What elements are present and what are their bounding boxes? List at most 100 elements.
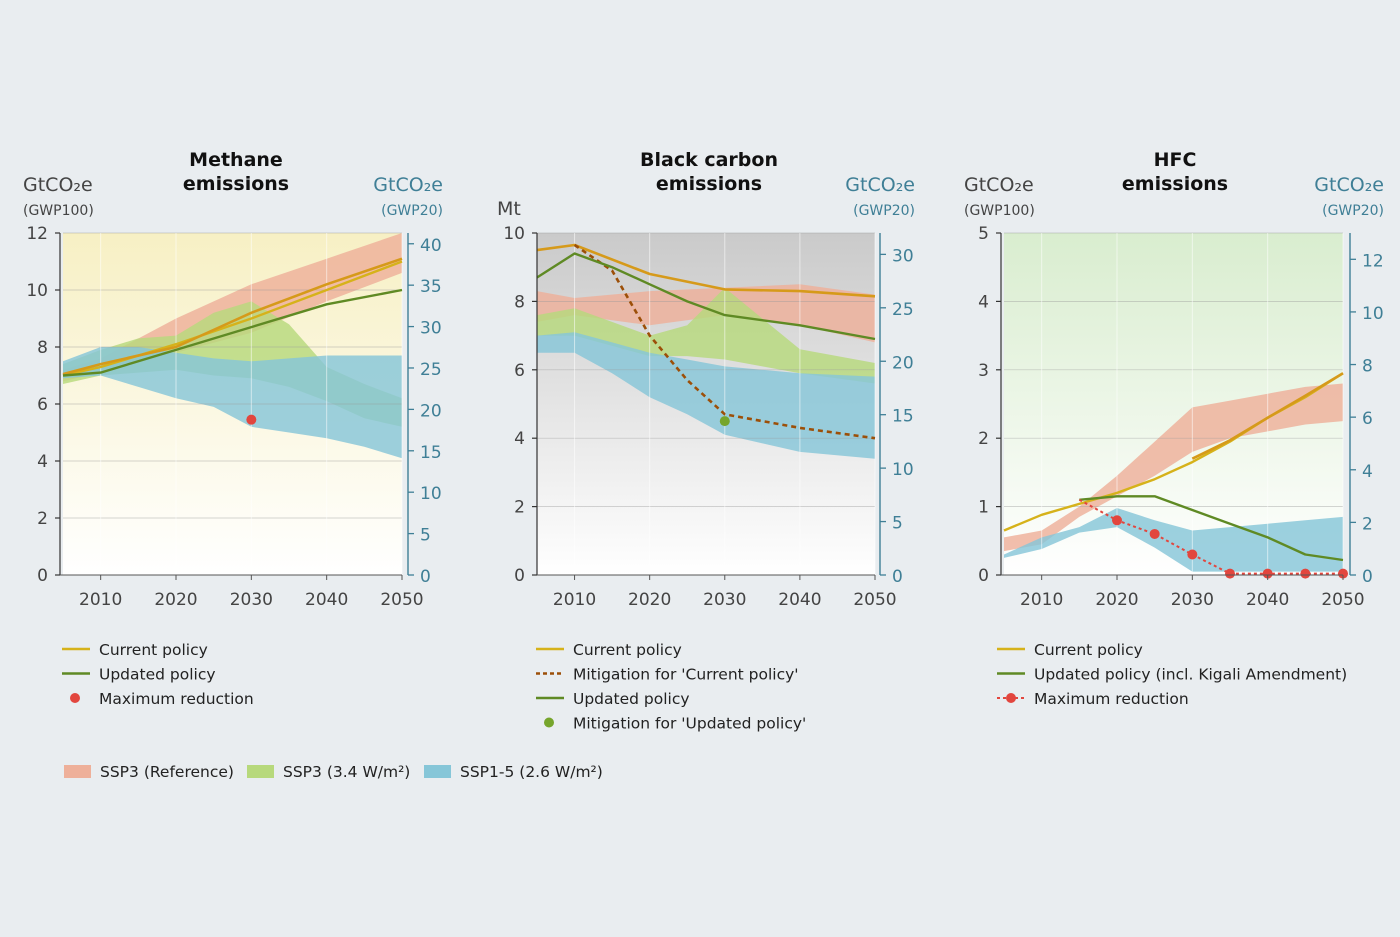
legend-dot-swatch [544,717,554,728]
left-tick-label: 4 [978,292,989,312]
right-tick-label: 20 [420,401,442,421]
right-axis-unit: GtCO₂e [845,174,915,196]
right-tick-label: 35 [420,277,442,297]
left-tick-label: 2 [37,509,48,529]
right-axis-unit-sub: (GWP20) [853,203,915,219]
left-tick-label: 3 [978,361,989,381]
band-ssp1_5 [63,347,402,459]
x-tick-label: 2020 [1095,590,1138,610]
x-tick-label: 2030 [1171,590,1214,610]
data-point [1187,549,1198,560]
left-tick-label: 0 [37,566,48,586]
series-line [1078,498,1343,575]
right-tick-label: 20 [892,353,914,373]
chart-title-line-1: Methane [189,149,283,171]
legend-label: Updated policy (incl. Kigali Amendment) [1034,666,1347,684]
x-tick-label: 2030 [703,590,746,610]
series-line [573,243,876,440]
data-point [1262,568,1273,579]
right-axis-unit: GtCO₂e [1314,174,1384,196]
right-tick-label: 15 [892,407,914,427]
chart-title-line-2: emissions [1122,173,1228,195]
series-line [536,243,876,298]
legend-label: Current policy [573,641,682,659]
shared-scenario-legend: SSP3 (Reference) SSP3 (3.4 W/m²) SSP1-5 (2… [64,763,603,781]
data-point [1112,515,1122,526]
left-tick-label: 10 [26,281,48,301]
left-axis-unit: GtCO₂e [964,174,1034,196]
x-tick-label: 2010 [1020,590,1063,610]
right-tick-label: 10 [1362,304,1384,324]
right-tick-label: 8 [1362,357,1373,377]
band-ssp3_34 [537,287,875,384]
left-tick-label: 8 [37,338,48,358]
data-point [1300,568,1311,579]
scenario-swatch [424,765,451,778]
right-tick-label: 25 [892,300,914,320]
x-tick-label: 2010 [553,590,596,610]
left-axis-unit-sub: (GWP100) [964,203,1035,219]
right-tick-label: 30 [420,319,442,339]
right-axis-unit: GtCO₂e [373,174,443,196]
series-legend: Current policy Updated policy (incl. Kiga… [997,641,1347,708]
series-line [1079,495,1344,562]
right-tick-label: 5 [420,526,431,546]
right-tick-label: 40 [420,236,442,256]
right-axis-unit-sub: (GWP20) [381,203,443,219]
legend-label: Mitigation for 'Updated policy' [573,715,806,733]
scenario-label: SSP1-5 (2.6 W/m²) [460,763,603,781]
legend-label: Maximum reduction [99,690,254,708]
band-ssp3_ref [1004,383,1343,552]
series-line [1191,372,1344,460]
x-tick-label: 2050 [853,590,896,610]
right-tick-label: 6 [1362,409,1373,429]
right-tick-label: 2 [1362,514,1373,534]
right-tick-label: 15 [420,443,442,463]
left-tick-label: 1 [978,498,989,518]
band-ssp1_5 [1004,508,1343,572]
scenario-swatch [64,765,91,778]
scenario-swatch [247,765,274,778]
series-line [62,288,403,377]
data-point [719,416,730,427]
x-tick-label: 2040 [1246,590,1289,610]
legend-label: Maximum reduction [1034,690,1189,708]
right-tick-label: 12 [1362,251,1384,271]
left-tick-label: 8 [514,292,525,312]
x-tick-label: 2030 [230,590,273,610]
right-tick-label: 4 [1362,462,1373,482]
x-tick-label: 2010 [79,590,122,610]
right-tick-label: 25 [420,360,442,380]
left-tick-label: 6 [514,361,525,381]
left-tick-label: 10 [503,224,525,244]
chart-title-line-2: emissions [656,173,762,195]
left-axis-unit: GtCO₂e [23,174,93,196]
legend-label: Current policy [1034,641,1143,659]
left-tick-label: 5 [978,224,989,244]
chart-panel-1: 0 2 4 6 8 10 12 0 5 10 15 20 25 30 35 40 2010 2020 2030 204… [23,149,443,708]
right-tick-label: 0 [1362,567,1373,587]
scenario-label: SSP3 (3.4 W/m²) [283,763,410,781]
legend-dot-swatch [70,693,80,703]
left-tick-label: 2 [514,498,525,518]
x-tick-label: 2050 [380,590,423,610]
left-tick-label: 0 [978,566,989,586]
right-tick-label: 0 [420,567,431,587]
left-tick-label: 4 [514,429,525,449]
right-tick-label: 10 [892,460,914,480]
right-tick-label: 30 [892,246,914,266]
series-legend: Current policy Updated policy Maximum redu… [62,641,254,708]
right-tick-label: 0 [892,567,903,587]
scenario-label: SSP3 (Reference) [100,763,234,781]
right-tick-label: 10 [420,484,442,504]
series-line [62,257,403,376]
x-tick-label: 2050 [1321,590,1364,610]
left-axis-unit: Mt [497,198,521,220]
legend-label: Updated policy [99,666,216,684]
legend-dashdot-dot [1006,693,1016,703]
chart-title-line-1: HFC [1154,149,1197,171]
series-line [536,252,876,341]
data-point [246,414,257,425]
right-tick-label: 5 [892,514,903,534]
